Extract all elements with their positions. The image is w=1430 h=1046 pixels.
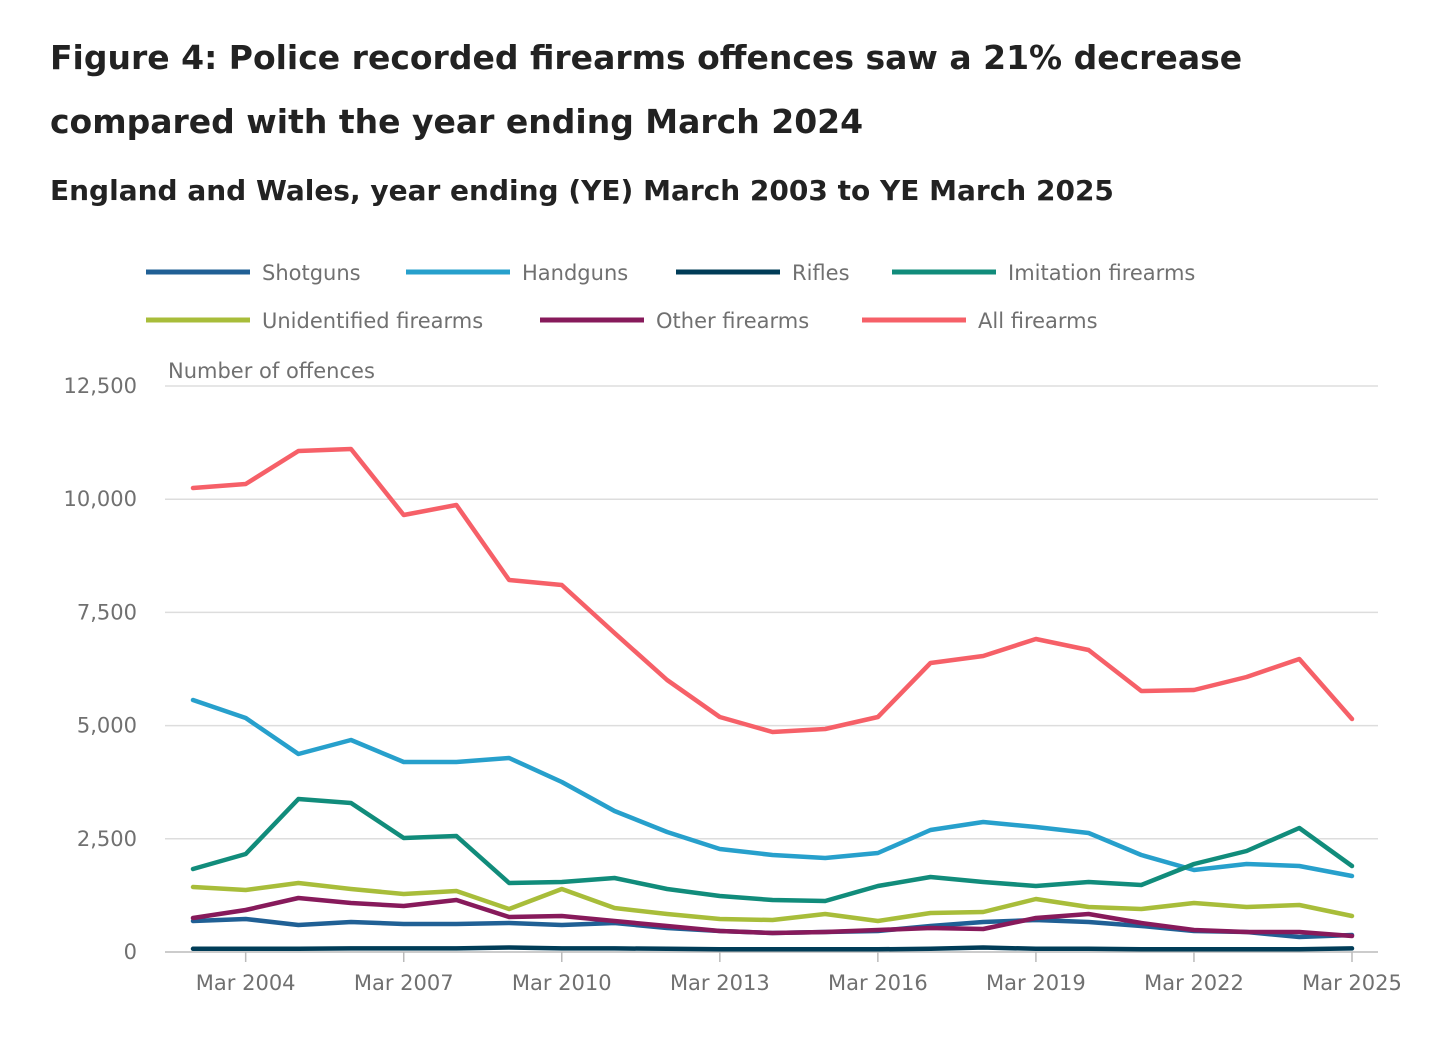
legend: Shotguns Handguns Rifles Imitation firearms…: [146, 261, 1195, 333]
legend-item: Handguns: [406, 261, 628, 285]
y-tick-label: 7,500: [77, 600, 137, 624]
x-tick-label: Mar 2025: [1302, 971, 1402, 995]
y-tick-label: 5,000: [77, 714, 137, 738]
x-tick-label: Mar 2019: [986, 971, 1086, 995]
series-line-handguns: [190, 697, 1355, 879]
legend-item: Unidentified firearms: [146, 309, 483, 333]
y-axis-label: Number of offences: [168, 359, 375, 383]
x-tick-label: Mar 2010: [512, 971, 612, 995]
x-tick-label: Mar 2016: [828, 971, 928, 995]
legend-label: Shotguns: [262, 261, 361, 285]
series-line-all-firearms: [190, 446, 1355, 735]
legend-label: Handguns: [522, 261, 628, 285]
y-tick-label: 2,500: [77, 827, 137, 851]
legend-item: Shotguns: [146, 261, 361, 285]
chart-title: Figure 4: Police recorded firearms offen…: [50, 38, 1243, 141]
series-line-rifles: [190, 945, 1355, 952]
series-line-other-firearms: [190, 895, 1355, 939]
y-tick-label: 12,500: [64, 374, 137, 398]
legend-item: Rifles: [676, 261, 850, 285]
legend-label: Rifles: [792, 261, 850, 285]
x-tick-label: Mar 2022: [1144, 971, 1244, 995]
chart-subtitle: England and Wales, year ending (YE) Marc…: [50, 174, 1114, 207]
y-tick-label: 10,000: [64, 487, 137, 511]
legend-item: Imitation firearms: [892, 261, 1195, 285]
x-tick-label: Mar 2004: [196, 971, 296, 995]
legend-label: Unidentified firearms: [262, 309, 483, 333]
y-tick-label: 0: [124, 940, 137, 964]
series-line-unidentified-firearms: [190, 880, 1355, 924]
legend-label: Imitation firearms: [1008, 261, 1195, 285]
legend-item: All firearms: [862, 309, 1098, 333]
legend-label: Other firearms: [656, 309, 809, 333]
x-tick-label: Mar 2013: [670, 971, 770, 995]
series-line-imitation-firearms: [190, 796, 1355, 904]
legend-item: Other firearms: [540, 309, 809, 333]
x-tick-label: Mar 2007: [354, 971, 454, 995]
legend-label: All firearms: [978, 309, 1098, 333]
